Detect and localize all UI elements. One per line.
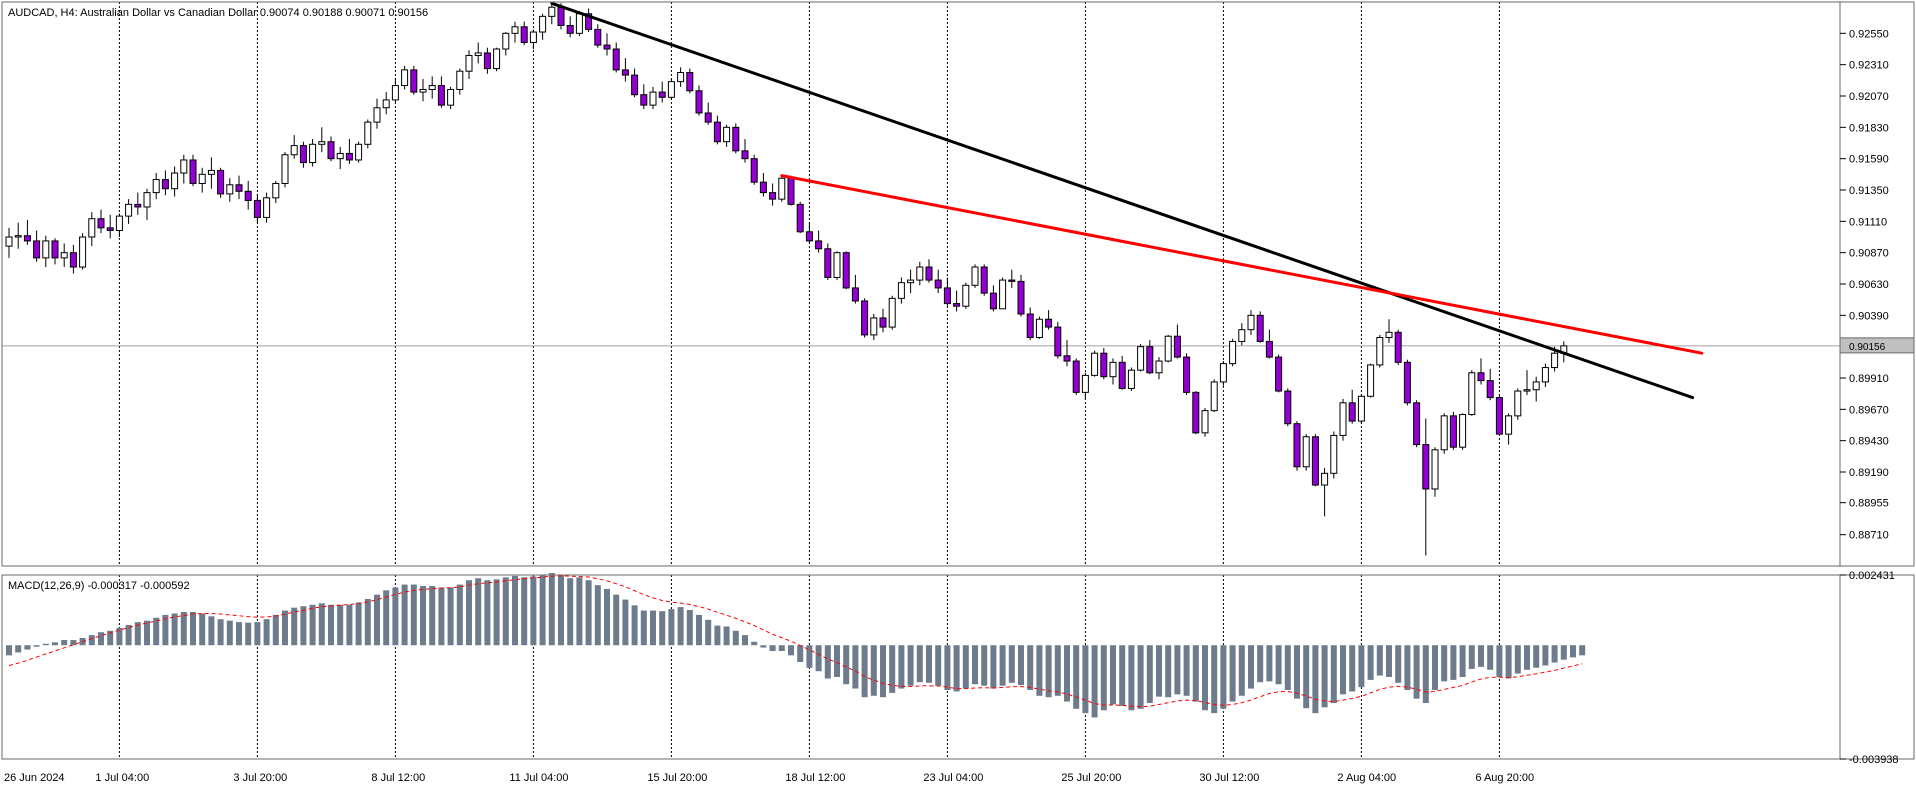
svg-text:0.89430: 0.89430: [1849, 436, 1889, 448]
svg-text:0.89190: 0.89190: [1849, 467, 1889, 479]
svg-text:0.89910: 0.89910: [1849, 373, 1889, 385]
svg-text:0.90870: 0.90870: [1849, 248, 1889, 260]
svg-text:-0.003938: -0.003938: [1849, 754, 1899, 766]
svg-text:30 Jul 12:00: 30 Jul 12:00: [1199, 772, 1259, 784]
svg-text:0.90156: 0.90156: [1849, 342, 1886, 353]
svg-text:25 Jul 20:00: 25 Jul 20:00: [1061, 772, 1121, 784]
svg-text:0.91350: 0.91350: [1849, 185, 1889, 197]
svg-text:6 Aug 20:00: 6 Aug 20:00: [1475, 772, 1534, 784]
svg-text:MACD(12,26,9) -0.000317 -0.0: MACD(12,26,9) -0.000317 -0.000592: [8, 580, 190, 592]
svg-text:3 Jul 20:00: 3 Jul 20:00: [233, 772, 287, 784]
svg-text:AUDCAD, H4: Australian Dollar: AUDCAD, H4: Australian Dollar vs Canadia…: [8, 7, 428, 19]
chart-root: 0.92550 0.92310 0.92070 0.91830 0.91590 0.913…: [0, 0, 1916, 789]
svg-text:0.92070: 0.92070: [1849, 91, 1889, 103]
svg-text:18 Jul 12:00: 18 Jul 12:00: [785, 772, 845, 784]
svg-text:0.88710: 0.88710: [1849, 530, 1889, 542]
svg-text:8 Jul 12:00: 8 Jul 12:00: [371, 772, 425, 784]
svg-text:0.90390: 0.90390: [1849, 310, 1889, 322]
svg-text:26 Jun 2024: 26 Jun 2024: [4, 772, 65, 784]
svg-text:0.92310: 0.92310: [1849, 60, 1889, 72]
svg-text:0.89670: 0.89670: [1849, 404, 1889, 416]
svg-text:0.92550: 0.92550: [1849, 28, 1889, 40]
svg-text:0.90630: 0.90630: [1849, 279, 1889, 291]
svg-text:15 Jul 20:00: 15 Jul 20:00: [647, 772, 707, 784]
svg-text:1 Jul 04:00: 1 Jul 04:00: [95, 772, 149, 784]
svg-text:11 Jul 04:00: 11 Jul 04:00: [509, 772, 568, 784]
svg-text:0.91590: 0.91590: [1849, 154, 1889, 166]
svg-text:0.002431: 0.002431: [1849, 570, 1895, 582]
chart-svg[interactable]: 0.92550 0.92310 0.92070 0.91830 0.91590 0.913…: [0, 0, 1916, 789]
svg-text:23 Jul 04:00: 23 Jul 04:00: [923, 772, 983, 784]
svg-text:0.91830: 0.91830: [1849, 122, 1889, 134]
svg-text:0.88955: 0.88955: [1849, 498, 1889, 510]
svg-text:2 Aug 04:00: 2 Aug 04:00: [1337, 772, 1396, 784]
svg-text:0.91110: 0.91110: [1849, 216, 1887, 228]
